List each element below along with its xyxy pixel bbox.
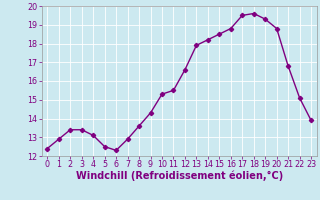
X-axis label: Windchill (Refroidissement éolien,°C): Windchill (Refroidissement éolien,°C) (76, 171, 283, 181)
